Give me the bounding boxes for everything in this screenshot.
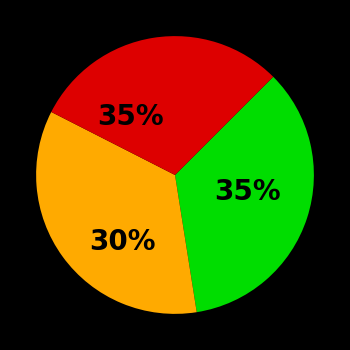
Text: 30%: 30% [89, 228, 155, 256]
Wedge shape [175, 77, 314, 312]
Text: 35%: 35% [214, 178, 281, 206]
Wedge shape [51, 36, 273, 175]
Wedge shape [36, 112, 197, 314]
Text: 35%: 35% [97, 103, 164, 131]
